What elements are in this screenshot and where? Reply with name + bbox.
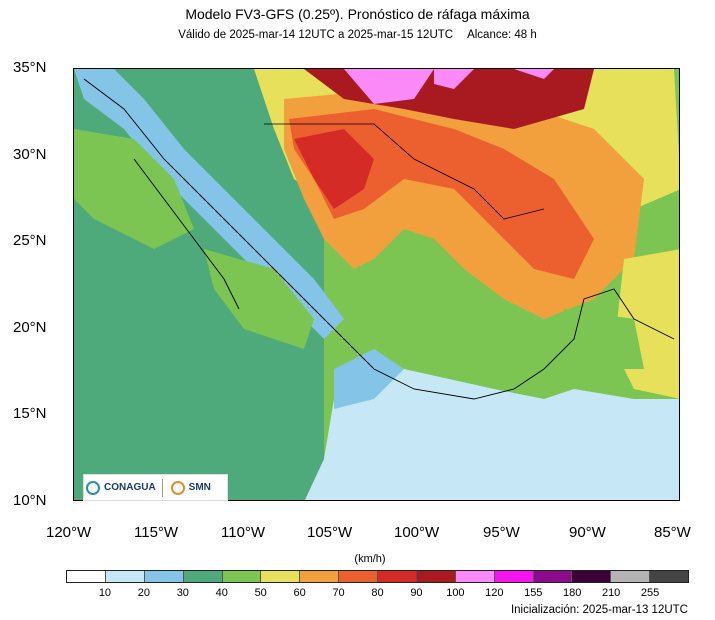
colorbar-swatch: [494, 571, 534, 582]
colorbar-tick-label: 155: [524, 587, 543, 599]
lon-label: 105°W: [307, 524, 353, 541]
colorbar-unit: (km/h): [354, 553, 386, 565]
baja-coastline: [133, 158, 240, 310]
colorbar-tick-label: 40: [215, 587, 228, 599]
map-subtitle: Válido de 2025-mar-14 12UTC a 2025-mar-1…: [0, 29, 715, 41]
colorbar-swatch: [300, 571, 340, 582]
colorbar-tick-label: 50: [254, 587, 267, 599]
colorbar-swatch: [339, 571, 378, 582]
map-frame: [73, 68, 680, 501]
colorbar-tick-label: 80: [371, 587, 384, 599]
colorbar-tick-label: 30: [176, 587, 189, 599]
lon-label: 120°W: [46, 524, 92, 541]
lat-label: 30°N: [13, 146, 47, 163]
lat-label: 10°N: [13, 492, 47, 509]
colorbar-swatch: [67, 571, 106, 582]
lat-label: 35°N: [13, 59, 47, 76]
colorbar-tick-label: 255: [640, 587, 660, 599]
colorbar-swatch: [378, 571, 417, 582]
lat-label: 25°N: [13, 232, 47, 249]
colorbar-swatch: [183, 571, 223, 582]
lon-label: 100°W: [394, 524, 440, 541]
colorbar-swatch: [416, 571, 456, 582]
map-title: Modelo FV3-GFS (0.25º). Pronóstico de rá…: [185, 6, 530, 22]
colorbar-tick-label: 90: [410, 587, 423, 599]
colorbar-swatch: [455, 571, 495, 582]
colorbar-swatch: [572, 571, 612, 582]
colorbar-swatch: [533, 571, 573, 582]
coastline: [83, 78, 675, 400]
colorbar-tick-label: 210: [601, 587, 621, 599]
lon-label: 110°W: [221, 524, 266, 541]
colorbar-tick-label: 10: [98, 587, 112, 599]
colorbar-swatch: [261, 571, 301, 582]
colorbar-tick-label: 180: [563, 587, 582, 599]
smn-logo: SMN: [188, 482, 211, 493]
colorbar-tick-label: 20: [137, 587, 150, 599]
calm-zone: [304, 369, 679, 500]
lon-label: 85°W: [654, 524, 691, 541]
colorbar-swatch: [611, 571, 651, 582]
smn-logo-icon: [170, 480, 185, 495]
colorbar-swatch: [650, 571, 688, 582]
lon-label: 90°W: [569, 524, 606, 541]
colorbar-swatch: [144, 571, 184, 582]
conagua-logo-icon: [86, 480, 100, 495]
lat-label: 20°N: [13, 319, 47, 336]
agency-logos: CONAGUA SMN: [83, 474, 228, 501]
wind-gust-map: [74, 69, 679, 500]
colorbar-tick-label: 120: [485, 587, 504, 599]
range-text: Alcance: 48 h: [467, 29, 537, 41]
us-border: [264, 123, 545, 220]
colorbar-tick-label: 60: [293, 587, 306, 599]
colorbar-swatch: [222, 571, 262, 582]
lon-label: 115°W: [134, 524, 179, 541]
colorbar-tick-label: 70: [332, 587, 345, 599]
colorbar-tick-label: 100: [446, 587, 465, 599]
colorbar: [66, 570, 689, 583]
conagua-logo: CONAGUA: [104, 482, 156, 493]
init-time: Inicialización: 2025-mar-13 12UTC: [510, 604, 688, 616]
colorbar-swatch: [105, 571, 145, 582]
lat-label: 15°N: [13, 405, 47, 422]
validity-text: Válido de 2025-mar-14 12UTC a 2025-mar-1…: [178, 29, 454, 41]
lon-label: 95°W: [483, 524, 520, 541]
